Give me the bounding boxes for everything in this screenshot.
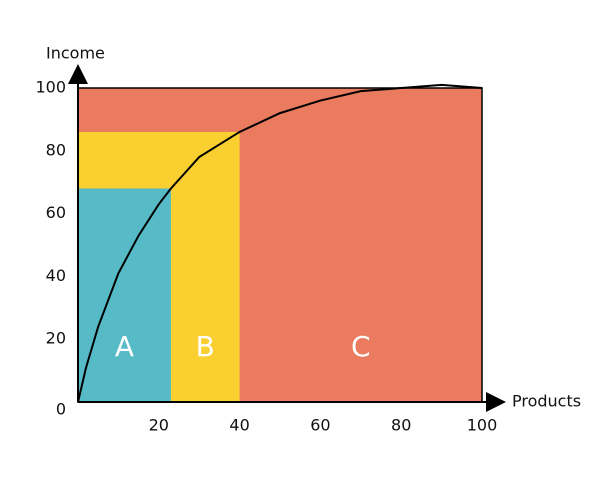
segment bbox=[78, 188, 171, 402]
y-axis-label: Income bbox=[46, 44, 105, 63]
segment-label: A bbox=[115, 330, 134, 363]
segment-label: B bbox=[196, 330, 215, 363]
segment-label: C bbox=[351, 330, 371, 363]
y-tick-label: 20 bbox=[46, 329, 66, 348]
x-tick-label: 40 bbox=[229, 416, 249, 435]
y-tick-label: 100 bbox=[35, 78, 66, 97]
x-tick-label: 80 bbox=[391, 416, 411, 435]
x-tick-label: 60 bbox=[310, 416, 330, 435]
curve bbox=[77, 83, 483, 403]
y-tick-label: 0 bbox=[56, 400, 66, 419]
x-tick-label: 20 bbox=[149, 416, 169, 435]
y-tick-label: 40 bbox=[46, 266, 66, 285]
x-axis-label: Products bbox=[512, 392, 581, 411]
x-tick-label: 100 bbox=[467, 416, 498, 435]
y-tick-label: 80 bbox=[46, 140, 66, 159]
y-tick-label: 60 bbox=[46, 203, 66, 222]
